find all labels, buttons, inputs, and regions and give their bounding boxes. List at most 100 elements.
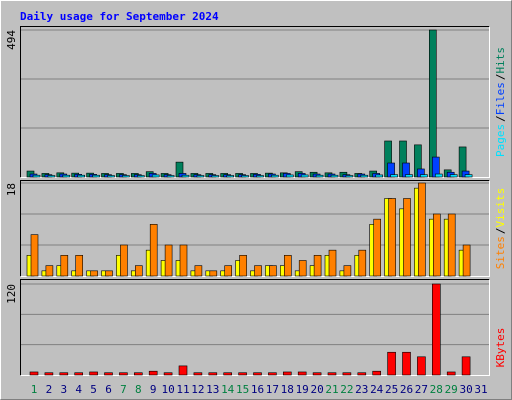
- plot-area: [20, 279, 490, 376]
- bar: [297, 371, 307, 376]
- bar: [372, 370, 382, 376]
- chart-title: Daily usage for September 2024: [20, 10, 219, 23]
- bar: [47, 175, 56, 178]
- bar: [134, 372, 143, 376]
- bar: [59, 372, 69, 376]
- legend-entry: Pages: [494, 124, 507, 157]
- bar: [390, 174, 398, 178]
- bar: [343, 265, 352, 277]
- bar: [148, 370, 158, 376]
- bar: [239, 255, 247, 277]
- bar: [241, 175, 249, 178]
- bar: [120, 244, 128, 277]
- x-tick-label: 12: [191, 383, 204, 396]
- legend-entry: Visits: [494, 188, 507, 228]
- bar: [178, 365, 188, 376]
- x-tick-label: 16: [251, 383, 264, 396]
- bar: [122, 175, 130, 178]
- bar: [179, 244, 188, 277]
- bar: [223, 372, 232, 376]
- bar: [107, 175, 115, 178]
- x-tick-label: 27: [415, 383, 428, 396]
- bar: [62, 174, 71, 178]
- bar: [388, 198, 396, 277]
- bar: [432, 213, 441, 277]
- bar: [208, 372, 218, 376]
- x-tick-label: 10: [161, 383, 174, 396]
- legend-separator: /: [494, 115, 507, 122]
- legend-entry: Hits: [494, 47, 507, 74]
- bar: [253, 372, 262, 376]
- x-tick-label: 9: [150, 383, 157, 396]
- legend-separator: /: [494, 74, 507, 81]
- bar: [357, 372, 367, 376]
- x-tick-label: 3: [60, 383, 67, 396]
- bar: [224, 265, 232, 277]
- bar: [373, 218, 382, 277]
- bar: [194, 265, 203, 277]
- plot-bevel-dark: [20, 279, 490, 376]
- x-tick-label: 31: [474, 383, 487, 396]
- bar: [196, 175, 205, 178]
- x-tick-label: 26: [400, 383, 413, 396]
- y-tick-label: 494: [5, 30, 18, 50]
- bar: [282, 371, 292, 376]
- bar: [209, 270, 218, 277]
- bar: [135, 265, 143, 277]
- bar: [105, 270, 113, 277]
- plot-bevel-dark: [20, 26, 490, 178]
- x-tick-label: 14: [221, 383, 235, 396]
- legend: Pages/Files/Hits: [494, 47, 507, 157]
- x-tick-label: 1: [31, 383, 38, 396]
- bar: [342, 372, 352, 376]
- x-tick-label: 13: [206, 383, 219, 396]
- plot-area: [20, 180, 490, 277]
- x-tick-label: 28: [430, 383, 443, 396]
- bar: [360, 174, 369, 178]
- bar: [193, 372, 203, 376]
- x-tick-label: 23: [355, 383, 368, 396]
- bar: [149, 224, 158, 277]
- bar: [402, 351, 411, 376]
- bar: [418, 182, 426, 277]
- bar: [119, 372, 128, 376]
- x-tick-label: 8: [135, 383, 142, 396]
- y-tick-label: 120: [5, 284, 18, 304]
- x-tick-label: 20: [310, 383, 323, 396]
- bar: [268, 372, 277, 376]
- x-tick-label: 2: [46, 383, 53, 396]
- x-tick-label: 4: [75, 383, 82, 396]
- bar: [447, 213, 456, 277]
- x-tick-label: 30: [459, 383, 472, 396]
- bar: [269, 265, 277, 277]
- bar: [74, 372, 83, 376]
- bar: [45, 265, 54, 277]
- bar: [387, 351, 396, 376]
- y-tick-label: 18: [5, 183, 18, 196]
- legend: Sites/Visits: [494, 188, 507, 270]
- bar: [254, 265, 262, 277]
- bar: [315, 174, 324, 178]
- bar: [420, 174, 428, 178]
- bar: [446, 371, 456, 376]
- legend: KBytes: [494, 328, 507, 368]
- bar: [75, 255, 83, 277]
- x-tick-label: 29: [445, 383, 458, 396]
- bar: [300, 174, 309, 178]
- bar: [449, 174, 458, 178]
- bar: [431, 283, 441, 376]
- bar: [226, 175, 234, 178]
- x-tick-label: 11: [176, 383, 189, 396]
- plot-bevel-dark: [20, 180, 490, 277]
- bar: [298, 260, 307, 277]
- bar: [328, 249, 337, 277]
- x-tick-label: 7: [120, 383, 127, 396]
- bar: [77, 174, 85, 178]
- bar: [271, 174, 279, 178]
- bar: [462, 244, 471, 277]
- x-tick-label: 22: [340, 383, 353, 396]
- x-tick-label: 19: [296, 383, 309, 396]
- bar: [90, 270, 98, 277]
